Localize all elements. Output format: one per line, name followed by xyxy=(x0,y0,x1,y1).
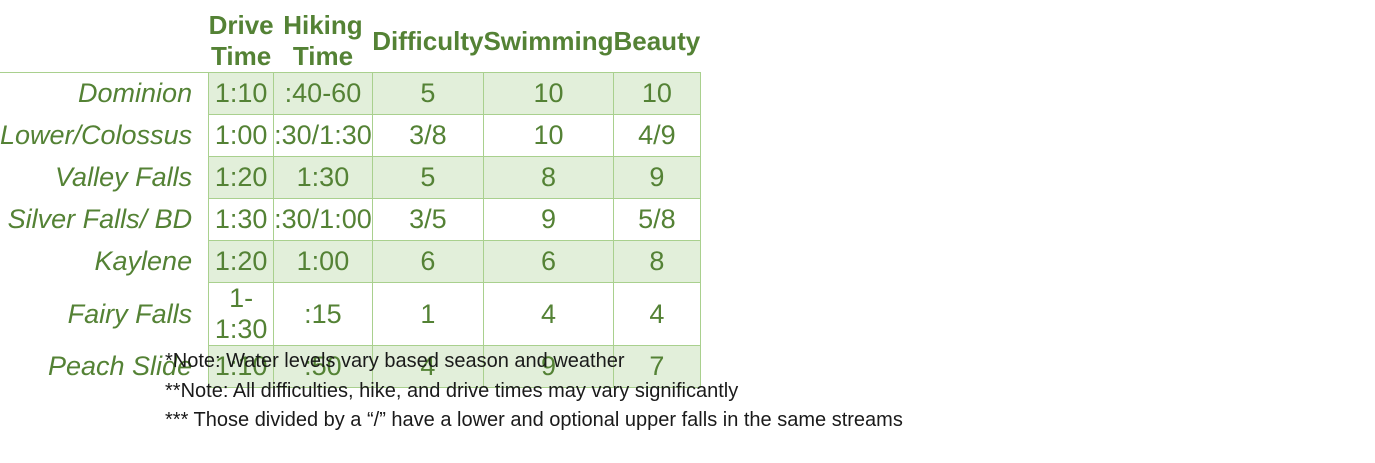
cell-hiking-time: :15 xyxy=(273,282,373,346)
cell-swimming: 10 xyxy=(482,114,614,157)
cell-drive-time: 1:10 xyxy=(208,345,275,388)
row-label: Silver Falls/ BD xyxy=(0,198,209,241)
col-header-swimming: Swimming xyxy=(483,10,614,73)
row-label: Valley Falls xyxy=(0,156,209,199)
col-header-hiking-time: Hiking Time xyxy=(273,10,373,73)
cell-difficulty: 5 xyxy=(371,156,484,199)
cell-drive-time: 1-1:30 xyxy=(208,282,275,346)
cell-beauty: 7 xyxy=(612,345,701,388)
table-row: Lower/Colossus 1:00 :30/1:30 3/8 10 4/9 xyxy=(0,114,701,157)
table-row: Kaylene 1:20 1:00 6 6 8 xyxy=(0,240,701,283)
cell-difficulty: 3/8 xyxy=(371,114,484,157)
cell-difficulty: 1 xyxy=(371,282,484,346)
cell-beauty: 4/9 xyxy=(612,114,701,157)
cell-difficulty: 5 xyxy=(371,72,484,115)
cell-swimming: 8 xyxy=(482,156,614,199)
cell-difficulty: 3/5 xyxy=(371,198,484,241)
header-row: Drive Time Hiking Time Difficulty Swimmi… xyxy=(0,10,701,73)
cell-hiking-time: :30/1:00 xyxy=(273,198,373,241)
cell-hiking-time: 1:00 xyxy=(273,240,373,283)
table-row: Dominion 1:10 :40-60 5 10 10 xyxy=(0,72,701,115)
cell-hiking-time: :40-60 xyxy=(273,72,373,115)
cell-swimming: 9 xyxy=(482,198,614,241)
table-row: Fairy Falls 1-1:30 :15 1 4 4 xyxy=(0,282,701,346)
cell-swimming: 6 xyxy=(482,240,614,283)
row-label: Lower/Colossus xyxy=(0,114,209,157)
cell-beauty: 10 xyxy=(612,72,701,115)
cell-swimming: 4 xyxy=(482,282,614,346)
col-header-drive-time: Drive Time xyxy=(208,10,274,73)
table-row: Silver Falls/ BD 1:30 :30/1:00 3/5 9 5/8 xyxy=(0,198,701,241)
cell-beauty: 8 xyxy=(612,240,701,283)
cell-swimming: 10 xyxy=(482,72,614,115)
cell-beauty: 4 xyxy=(612,282,701,346)
col-header-difficulty: Difficulty xyxy=(372,10,484,73)
cell-difficulty: 4 xyxy=(371,345,484,388)
note-water-levels: *Note: Water levels vary based season an… xyxy=(165,350,625,372)
cell-swimming: 9 xyxy=(482,345,614,388)
cell-hiking-time: 1:30 xyxy=(273,156,373,199)
header-corner xyxy=(0,10,209,73)
cell-beauty: 5/8 xyxy=(612,198,701,241)
note-times-vary: **Note: All difficulties, hike, and driv… xyxy=(165,379,739,402)
col-header-beauty: Beauty xyxy=(613,10,701,73)
table-row: Valley Falls 1:20 1:30 5 8 9 xyxy=(0,156,701,199)
cell-drive-time: 1:30 xyxy=(208,198,275,241)
notes: *Note: Water levels vary based season an… xyxy=(165,347,903,436)
cell-drive-time: 1:20 xyxy=(208,156,275,199)
cell-drive-time: 1:10 xyxy=(208,72,275,115)
cell-hiking-time: :30/1:30 xyxy=(273,114,373,157)
row-label: Kaylene xyxy=(0,240,209,283)
cell-difficulty: 6 xyxy=(371,240,484,283)
cell-drive-time: 1:20 xyxy=(208,240,275,283)
row-label: Dominion xyxy=(0,72,209,115)
table-row: Peach Slide 1:10 :50 4 9 7 xyxy=(0,345,701,388)
row-label: Fairy Falls xyxy=(0,282,209,346)
cell-beauty: 9 xyxy=(612,156,701,199)
cell-drive-time: 1:00 xyxy=(208,114,275,157)
note-divided-values: *** Those divided by a “/” have a lower … xyxy=(165,409,903,431)
row-label: Peach Slide xyxy=(0,345,209,388)
waterfall-table: Drive Time Hiking Time Difficulty Swimmi… xyxy=(0,10,701,388)
